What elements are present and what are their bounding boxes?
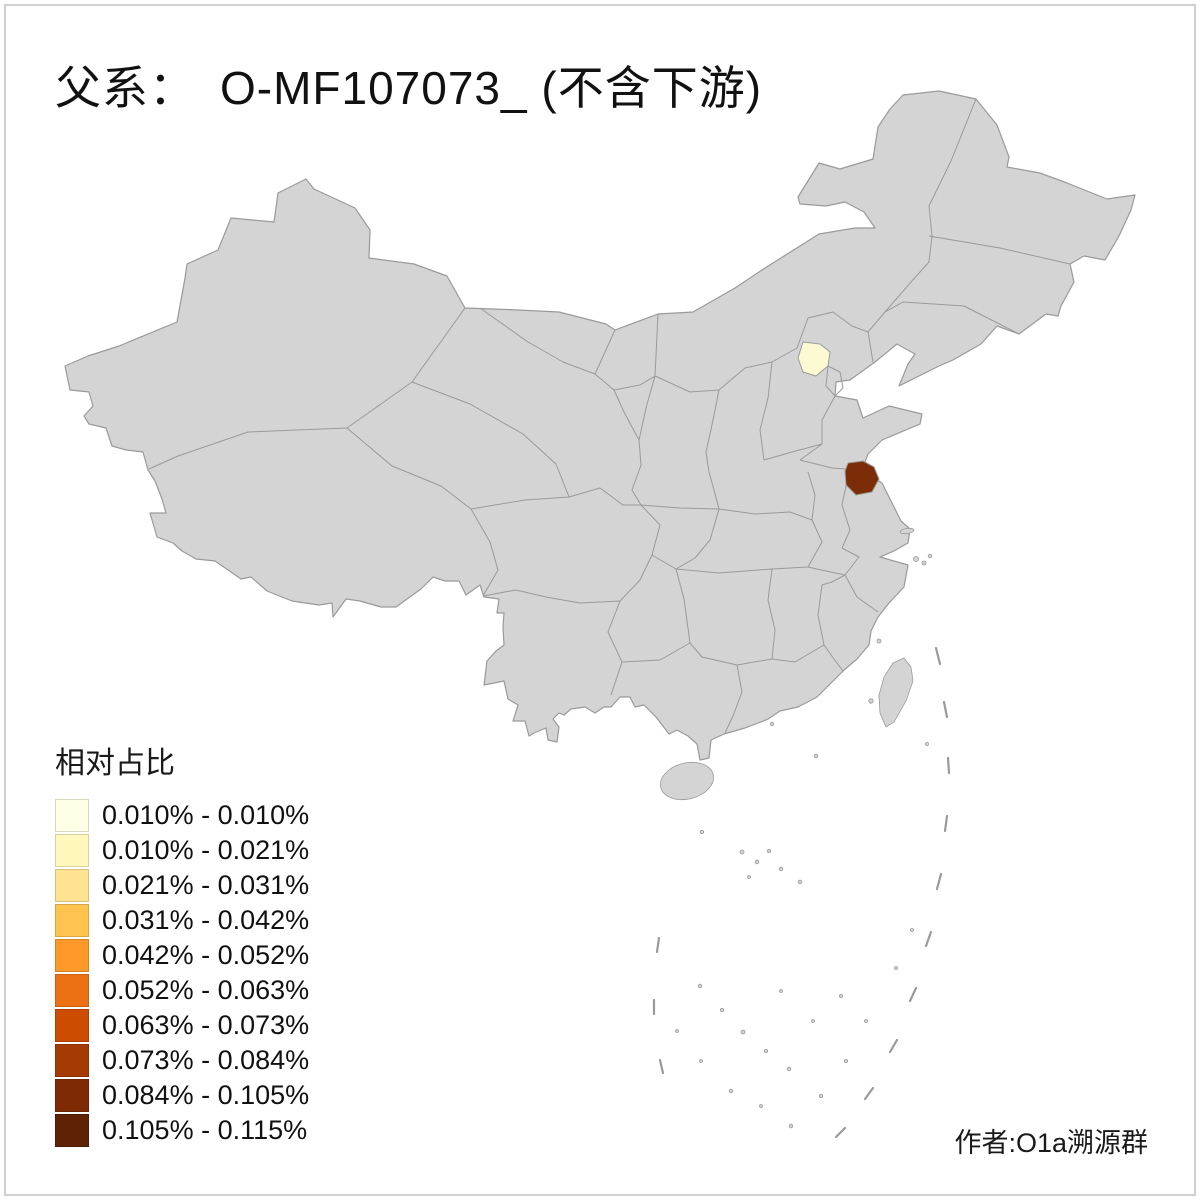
taiwan-island xyxy=(878,657,914,728)
legend-label: 0.031% - 0.042% xyxy=(102,905,310,935)
legend-item: 0.052% - 0.063% xyxy=(55,973,309,1008)
legend-title: 相对占比 xyxy=(55,747,175,780)
legend-item: 0.084% - 0.105% xyxy=(55,1078,309,1113)
legend-item: 0.105% - 0.115% xyxy=(55,1113,309,1148)
coastal-islets xyxy=(769,527,933,746)
legend-label: 0.042% - 0.052% xyxy=(102,940,310,970)
legend-swatch xyxy=(55,939,89,972)
legend: 相对占比 0.010% - 0.010% 0.010% - 0.021% 0.021… xyxy=(55,738,309,1148)
legend-label: 0.010% - 0.021% xyxy=(102,835,310,865)
south-china-sea-islands xyxy=(675,753,914,1129)
mainland-outline xyxy=(64,90,1136,761)
legend-label: 0.073% - 0.084% xyxy=(102,1045,310,1075)
legend-item: 0.010% - 0.021% xyxy=(55,833,309,868)
legend-item: 0.010% - 0.010% xyxy=(55,798,309,833)
hainan-island xyxy=(660,761,714,801)
legend-item: 0.031% - 0.042% xyxy=(55,903,309,938)
legend-item: 0.042% - 0.052% xyxy=(55,938,309,973)
legend-items: 0.010% - 0.010% 0.010% - 0.021% 0.021% - 0… xyxy=(55,798,309,1148)
region-beijing xyxy=(797,341,831,377)
attribution: 作者:O1a溯源群 xyxy=(954,1128,1148,1158)
legend-label: 0.084% - 0.105% xyxy=(102,1080,310,1110)
legend-swatch xyxy=(55,1009,89,1042)
legend-swatch xyxy=(55,1114,89,1147)
legend-swatch xyxy=(55,834,89,867)
legend-label: 0.010% - 0.010% xyxy=(102,800,310,830)
legend-swatch xyxy=(55,974,89,1007)
map-title: 父系： O-MF107073_ (不含下游) xyxy=(55,62,763,114)
legend-swatch xyxy=(55,1044,89,1077)
legend-label: 0.052% - 0.063% xyxy=(102,975,310,1005)
nine-dash-line xyxy=(652,646,951,1139)
legend-swatch xyxy=(55,869,89,902)
legend-label: 0.021% - 0.031% xyxy=(102,870,310,900)
legend-item: 0.021% - 0.031% xyxy=(55,868,309,903)
legend-label: 0.063% - 0.073% xyxy=(102,1010,310,1040)
legend-swatch xyxy=(55,799,89,832)
legend-item: 0.073% - 0.084% xyxy=(55,1043,309,1078)
legend-swatch xyxy=(55,1079,89,1112)
province-borders xyxy=(148,98,1071,734)
legend-swatch xyxy=(55,904,89,937)
legend-item: 0.063% - 0.073% xyxy=(55,1008,309,1043)
legend-label: 0.105% - 0.115% xyxy=(102,1115,308,1145)
region-north-jiangsu xyxy=(844,460,880,496)
